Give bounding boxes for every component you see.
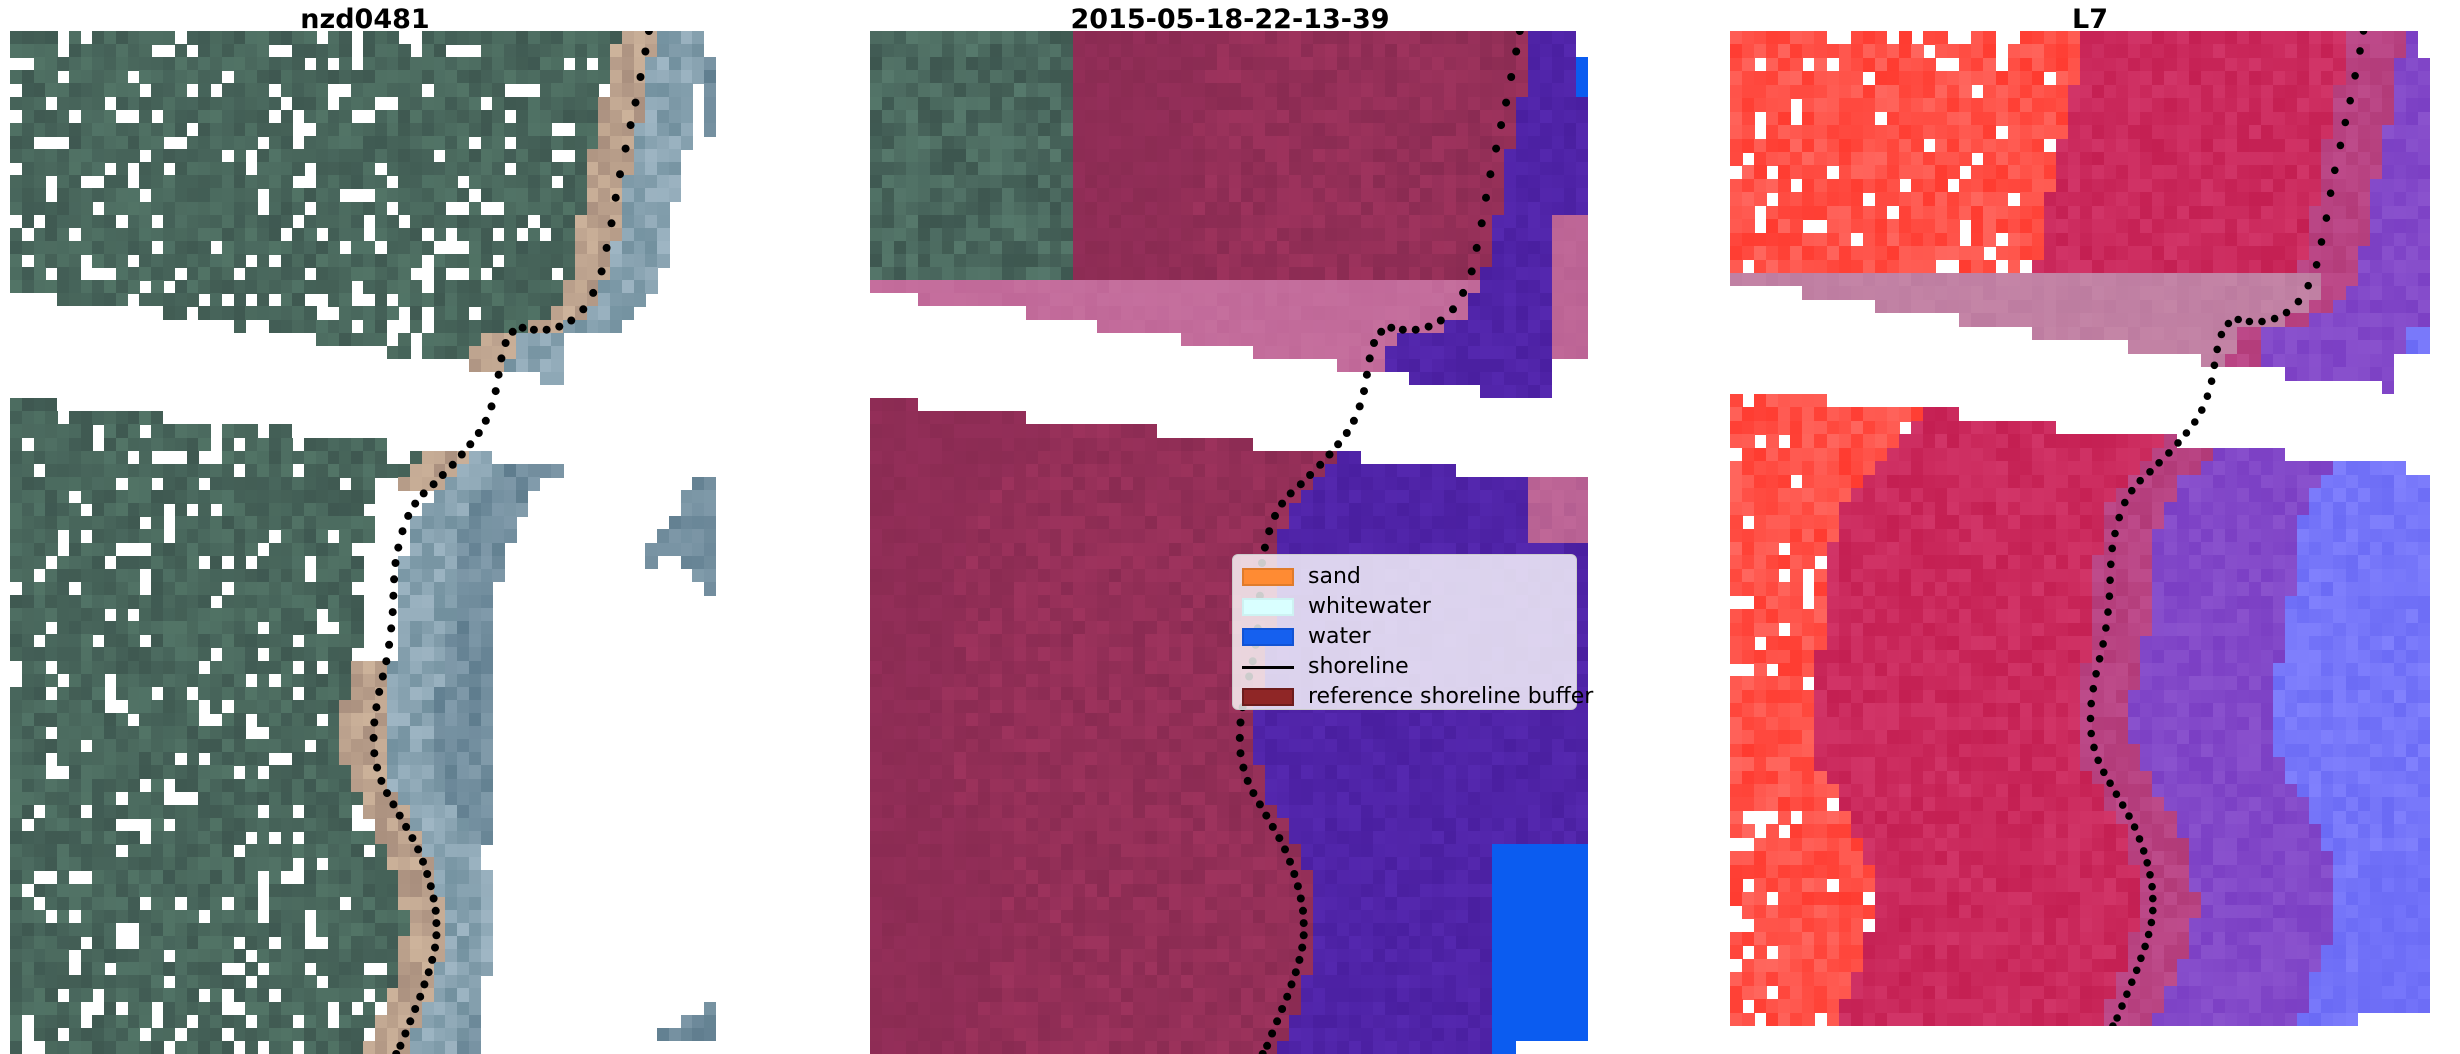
legend-label: water	[1308, 626, 1371, 648]
legend-label: shoreline	[1308, 656, 1409, 678]
panel-classified: 2015-05-18-22-13-39	[860, 0, 1600, 1054]
legend-label: reference shoreline buffer	[1308, 686, 1593, 708]
classified-raster	[870, 31, 1588, 1054]
panel-classified-axes	[870, 31, 1588, 1054]
panel-index-axes	[1730, 31, 2430, 1026]
legend-color-swatch	[1242, 688, 1294, 706]
panel-rgb-title: nzd0481	[0, 4, 730, 36]
legend-item-reference-shoreline-buffer: reference shoreline buffer	[1242, 682, 1593, 712]
legend-color-swatch	[1242, 598, 1294, 616]
legend-item-sand: sand	[1242, 562, 1567, 592]
rgb-raster	[10, 31, 716, 1054]
panel-index-title: L7	[1720, 4, 2460, 36]
legend-line-swatch	[1242, 665, 1294, 669]
legend-item-whitewater: whitewater	[1242, 592, 1567, 622]
legend-color-swatch	[1242, 568, 1294, 586]
panel-classified-title: 2015-05-18-22-13-39	[860, 4, 1600, 36]
panel-rgb: nzd0481	[0, 0, 730, 1054]
legend-label: sand	[1308, 566, 1361, 588]
legend-item-shoreline: shoreline	[1242, 652, 1567, 682]
legend-color-swatch	[1242, 628, 1294, 646]
panel-index: L7	[1720, 0, 2460, 1054]
legend-label: whitewater	[1308, 596, 1431, 618]
index-raster	[1730, 31, 2430, 1026]
legend-item-water: water	[1242, 622, 1567, 652]
panel-rgb-axes	[10, 31, 716, 1054]
legend-box: sand whitewater water shoreline reference sh…	[1232, 554, 1593, 712]
